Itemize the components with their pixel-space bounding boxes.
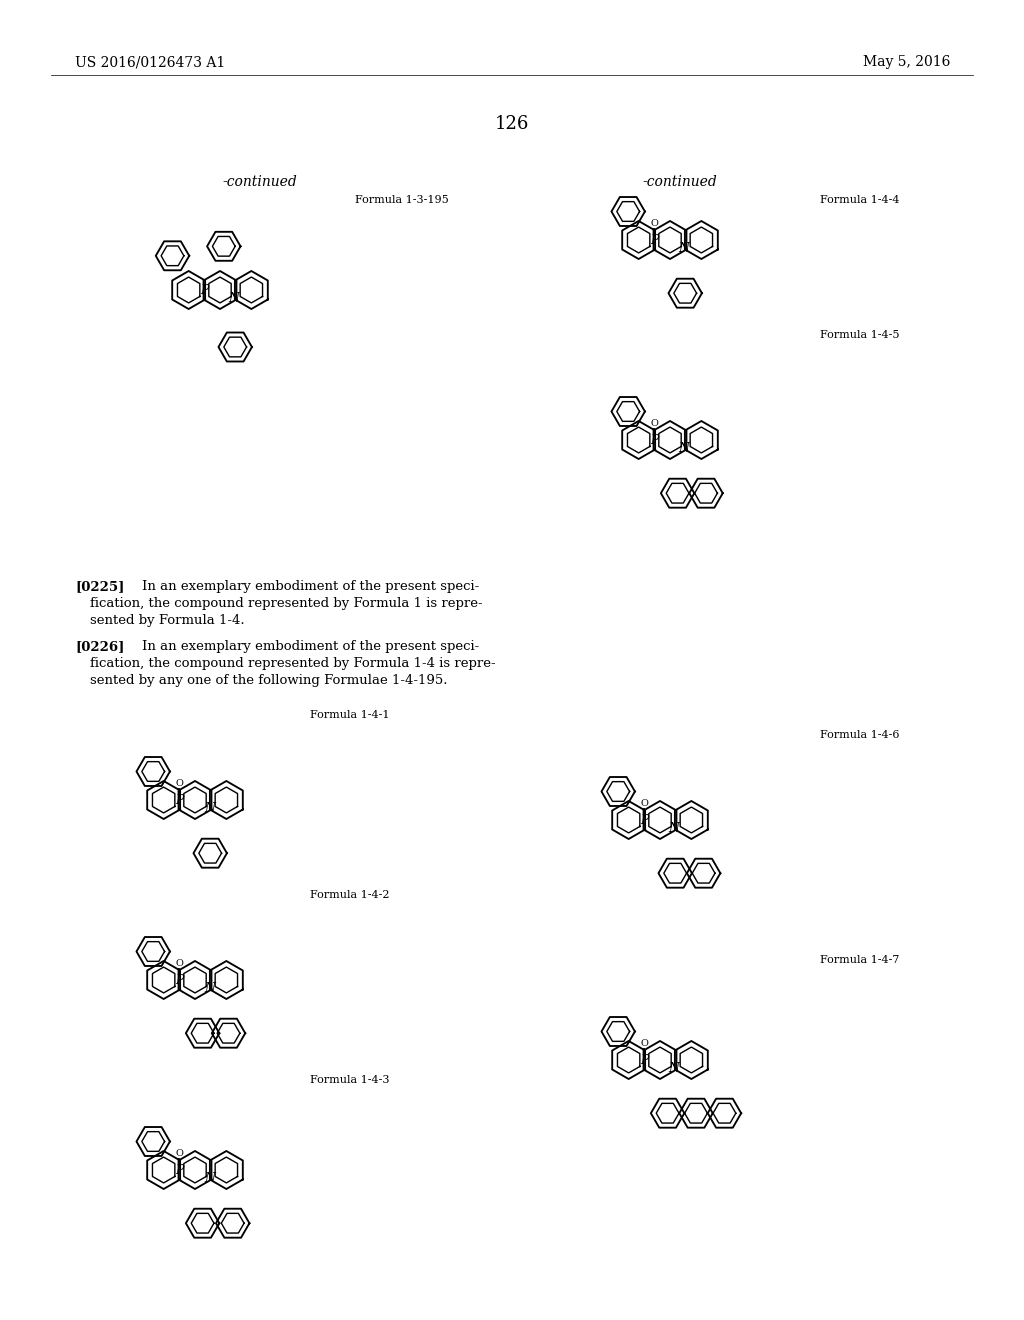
Text: Formula 1-4-4: Formula 1-4-4: [820, 195, 899, 205]
Text: Formula 1-4-1: Formula 1-4-1: [310, 710, 389, 719]
Text: P: P: [650, 235, 658, 247]
Text: P: P: [201, 284, 209, 297]
Text: P: P: [650, 434, 658, 447]
Text: [0225]: [0225]: [75, 579, 124, 593]
Text: fication, the compound represented by Formula 1-4 is repre-: fication, the compound represented by Fo…: [90, 657, 496, 671]
Text: O: O: [640, 800, 648, 808]
Text: Formula 1-3-195: Formula 1-3-195: [355, 195, 449, 205]
Text: sented by Formula 1-4.: sented by Formula 1-4.: [90, 614, 245, 627]
Text: N: N: [679, 442, 690, 455]
Text: O: O: [640, 1039, 648, 1048]
Text: -continued: -continued: [222, 176, 297, 189]
Text: Formula 1-4-6: Formula 1-4-6: [820, 730, 899, 741]
Text: N: N: [669, 1063, 680, 1074]
Text: O: O: [650, 219, 658, 228]
Text: Formula 1-4-5: Formula 1-4-5: [820, 330, 899, 341]
Text: Formula 1-4-3: Formula 1-4-3: [310, 1074, 389, 1085]
Text: O: O: [175, 960, 183, 969]
Text: sented by any one of the following Formulae 1-4-195.: sented by any one of the following Formu…: [90, 675, 447, 686]
Text: May 5, 2016: May 5, 2016: [862, 55, 950, 69]
Text: In an exemplary embodiment of the present speci-: In an exemplary embodiment of the presen…: [125, 579, 479, 593]
Text: In an exemplary embodiment of the present speci-: In an exemplary embodiment of the presen…: [125, 640, 479, 653]
Text: N: N: [204, 1172, 215, 1185]
Text: fication, the compound represented by Formula 1 is repre-: fication, the compound represented by Fo…: [90, 597, 482, 610]
Text: P: P: [175, 974, 183, 987]
Text: N: N: [228, 292, 240, 305]
Text: N: N: [669, 822, 680, 836]
Text: -continued: -continued: [643, 176, 718, 189]
Text: N: N: [204, 982, 215, 995]
Text: [0226]: [0226]: [75, 640, 124, 653]
Text: P: P: [175, 795, 183, 808]
Text: O: O: [650, 420, 658, 429]
Text: US 2016/0126473 A1: US 2016/0126473 A1: [75, 55, 225, 69]
Text: 126: 126: [495, 115, 529, 133]
Text: N: N: [679, 242, 690, 255]
Text: O: O: [175, 1150, 183, 1159]
Text: Formula 1-4-2: Formula 1-4-2: [310, 890, 389, 900]
Text: Formula 1-4-7: Formula 1-4-7: [820, 954, 899, 965]
Text: P: P: [175, 1164, 183, 1177]
Text: P: P: [640, 814, 648, 828]
Text: P: P: [640, 1055, 648, 1068]
Text: N: N: [204, 803, 215, 814]
Text: O: O: [175, 779, 183, 788]
